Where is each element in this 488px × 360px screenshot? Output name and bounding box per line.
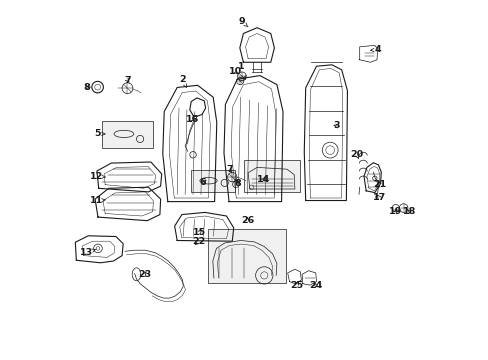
Text: 21: 21	[372, 180, 386, 189]
Text: 16: 16	[185, 115, 199, 124]
Text: 26: 26	[240, 216, 253, 225]
Text: 3: 3	[333, 122, 339, 130]
Text: 9: 9	[238, 17, 247, 27]
Text: 10: 10	[229, 68, 242, 77]
Text: 25: 25	[290, 281, 303, 289]
FancyBboxPatch shape	[244, 160, 299, 192]
Text: 1: 1	[237, 62, 245, 79]
Text: 24: 24	[308, 281, 322, 289]
Text: 4: 4	[370, 45, 380, 54]
Text: 8: 8	[234, 179, 241, 188]
Text: 14: 14	[257, 175, 270, 184]
Text: 23: 23	[138, 270, 151, 279]
Text: 11: 11	[89, 197, 105, 205]
Text: 15: 15	[193, 228, 205, 237]
Text: 13: 13	[80, 248, 96, 257]
Text: 7: 7	[226, 165, 233, 174]
Text: 6: 6	[199, 177, 205, 186]
Text: 19: 19	[388, 207, 402, 216]
FancyBboxPatch shape	[102, 121, 152, 148]
Text: 17: 17	[372, 194, 386, 202]
Text: 22: 22	[191, 238, 204, 246]
Text: 8: 8	[83, 83, 90, 91]
Text: 5: 5	[95, 129, 105, 138]
Text: 12: 12	[89, 172, 105, 181]
Text: 7: 7	[124, 76, 131, 85]
Text: 2: 2	[179, 75, 186, 87]
FancyBboxPatch shape	[207, 229, 285, 283]
Text: 20: 20	[349, 150, 363, 159]
FancyBboxPatch shape	[191, 170, 235, 192]
Text: 18: 18	[403, 207, 416, 216]
